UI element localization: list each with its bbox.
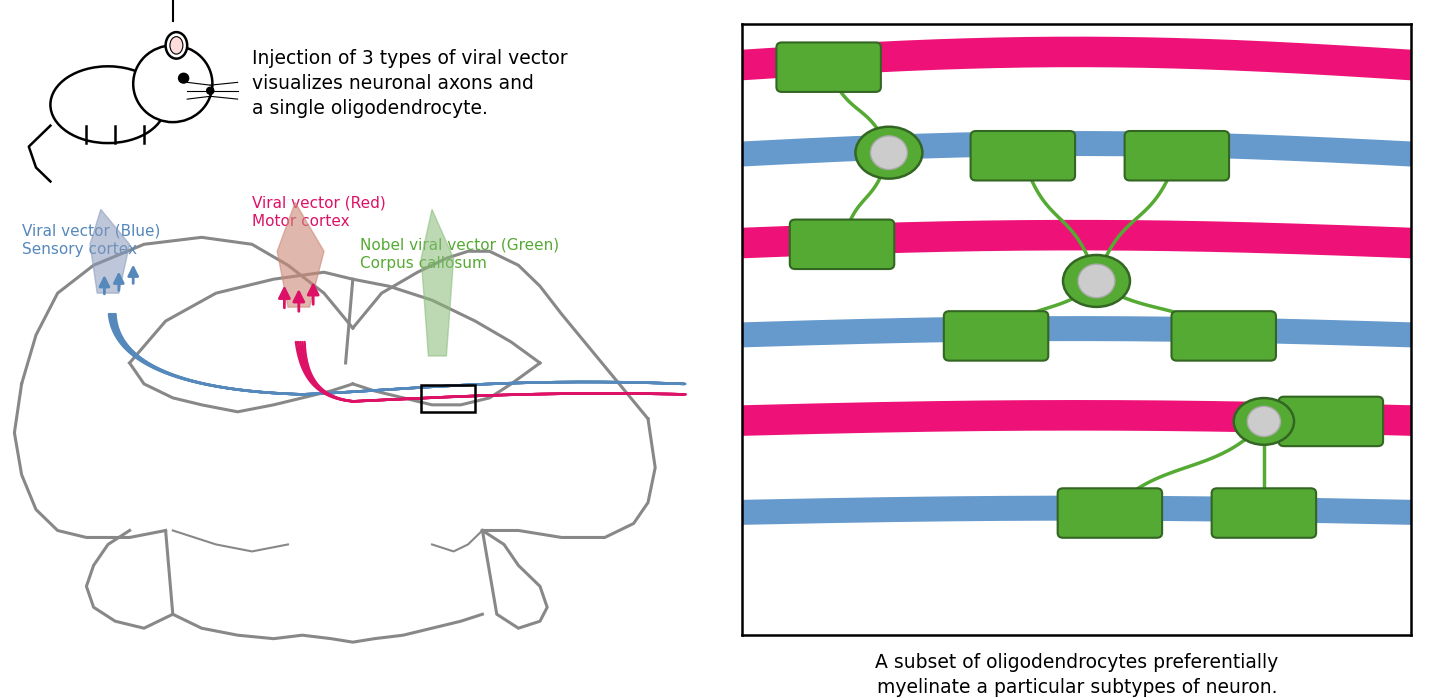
FancyBboxPatch shape [1172, 311, 1276, 361]
FancyBboxPatch shape [1211, 489, 1316, 537]
Circle shape [132, 45, 213, 122]
Ellipse shape [170, 36, 183, 54]
FancyBboxPatch shape [1279, 396, 1382, 446]
Polygon shape [276, 202, 324, 307]
Circle shape [1079, 264, 1115, 298]
FancyBboxPatch shape [1125, 131, 1230, 181]
Circle shape [179, 73, 189, 83]
Circle shape [207, 87, 215, 94]
Bar [420, 385, 475, 412]
FancyBboxPatch shape [943, 311, 1048, 361]
FancyBboxPatch shape [1057, 489, 1162, 537]
Ellipse shape [166, 32, 187, 59]
Circle shape [1247, 406, 1280, 436]
Text: Nobel viral vector (Green)
Corpus callosum: Nobel viral vector (Green) Corpus callos… [360, 237, 559, 271]
Text: A subset of oligodendrocytes preferentially
myelinate a particular subtypes of n: A subset of oligodendrocytes preferentia… [876, 653, 1279, 697]
Ellipse shape [50, 66, 166, 143]
Text: Injection of 3 types of viral vector
visualizes neuronal axons and
a single olig: Injection of 3 types of viral vector vis… [252, 49, 567, 118]
Text: Viral vector (Red)
Motor cortex: Viral vector (Red) Motor cortex [252, 195, 386, 229]
FancyBboxPatch shape [776, 43, 881, 92]
FancyBboxPatch shape [789, 220, 894, 269]
Circle shape [871, 136, 907, 170]
Ellipse shape [1234, 398, 1295, 445]
FancyBboxPatch shape [971, 131, 1076, 181]
Polygon shape [89, 209, 130, 293]
Polygon shape [420, 209, 454, 356]
Ellipse shape [855, 127, 923, 179]
Ellipse shape [1063, 255, 1130, 307]
Text: Viral vector (Blue)
Sensory cortex: Viral vector (Blue) Sensory cortex [22, 223, 160, 257]
